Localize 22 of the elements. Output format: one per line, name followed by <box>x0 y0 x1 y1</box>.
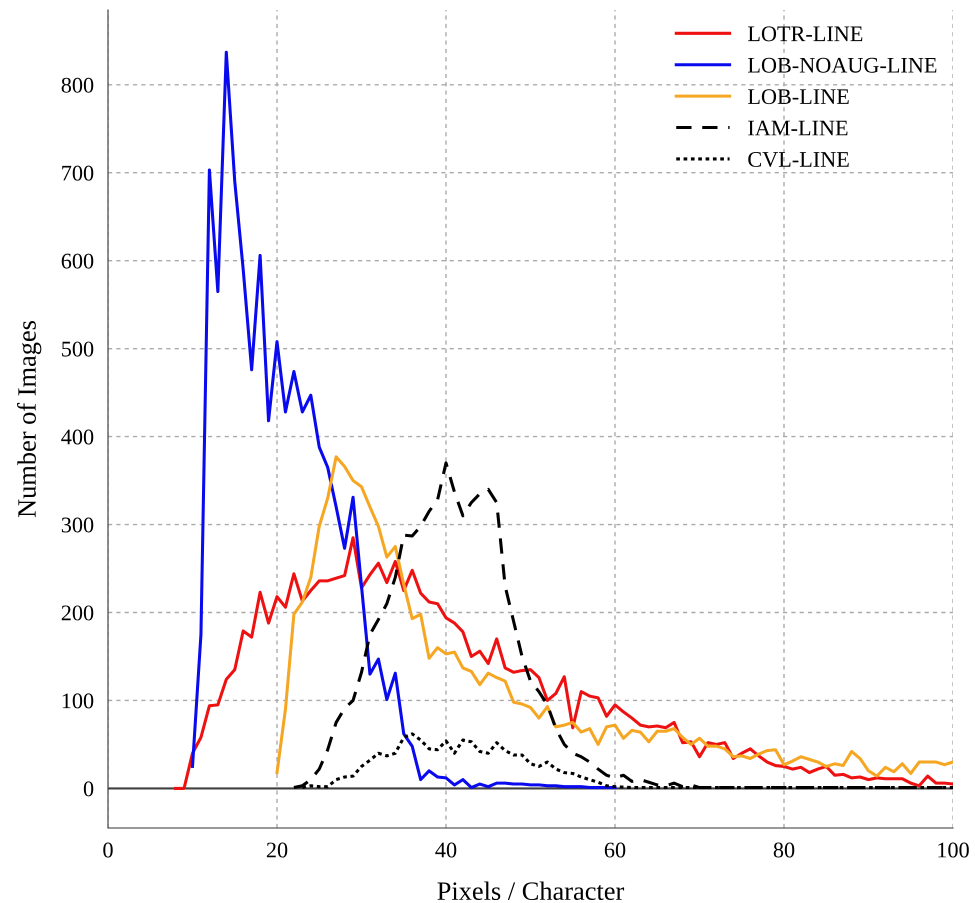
legend-label: LOB-NOAUG-LINE <box>748 58 936 73</box>
x-tick-label: 60 <box>604 842 626 858</box>
x-tick-label: 80 <box>774 842 794 858</box>
x-tick-label: 100 <box>938 842 969 858</box>
legend-label: LOB-LINE <box>748 89 849 104</box>
y-tick-label: 700 <box>62 166 94 181</box>
y-tick-label: 600 <box>62 254 94 269</box>
x-tick-label: 40 <box>435 842 456 858</box>
y-tick-label: 100 <box>62 693 94 708</box>
y-tick-label: 400 <box>61 430 94 445</box>
x-tick-label: 0 <box>103 842 113 858</box>
y-tick-label: 0 <box>84 781 94 796</box>
x-axis-title: Pixels / Character <box>437 881 624 900</box>
x-tick-label: 20 <box>266 842 288 858</box>
legend-label: IAM-LINE <box>748 120 848 136</box>
legend-label: LOTR-LINE <box>748 26 862 42</box>
legend-label: CVL-LINE <box>748 152 849 168</box>
y-tick-label: 300 <box>62 517 94 532</box>
y-tick-label: 500 <box>62 342 94 357</box>
y-axis-title: Number of Images <box>17 321 42 518</box>
y-tick-label: 800 <box>62 78 94 93</box>
y-tick-label: 200 <box>62 605 94 620</box>
